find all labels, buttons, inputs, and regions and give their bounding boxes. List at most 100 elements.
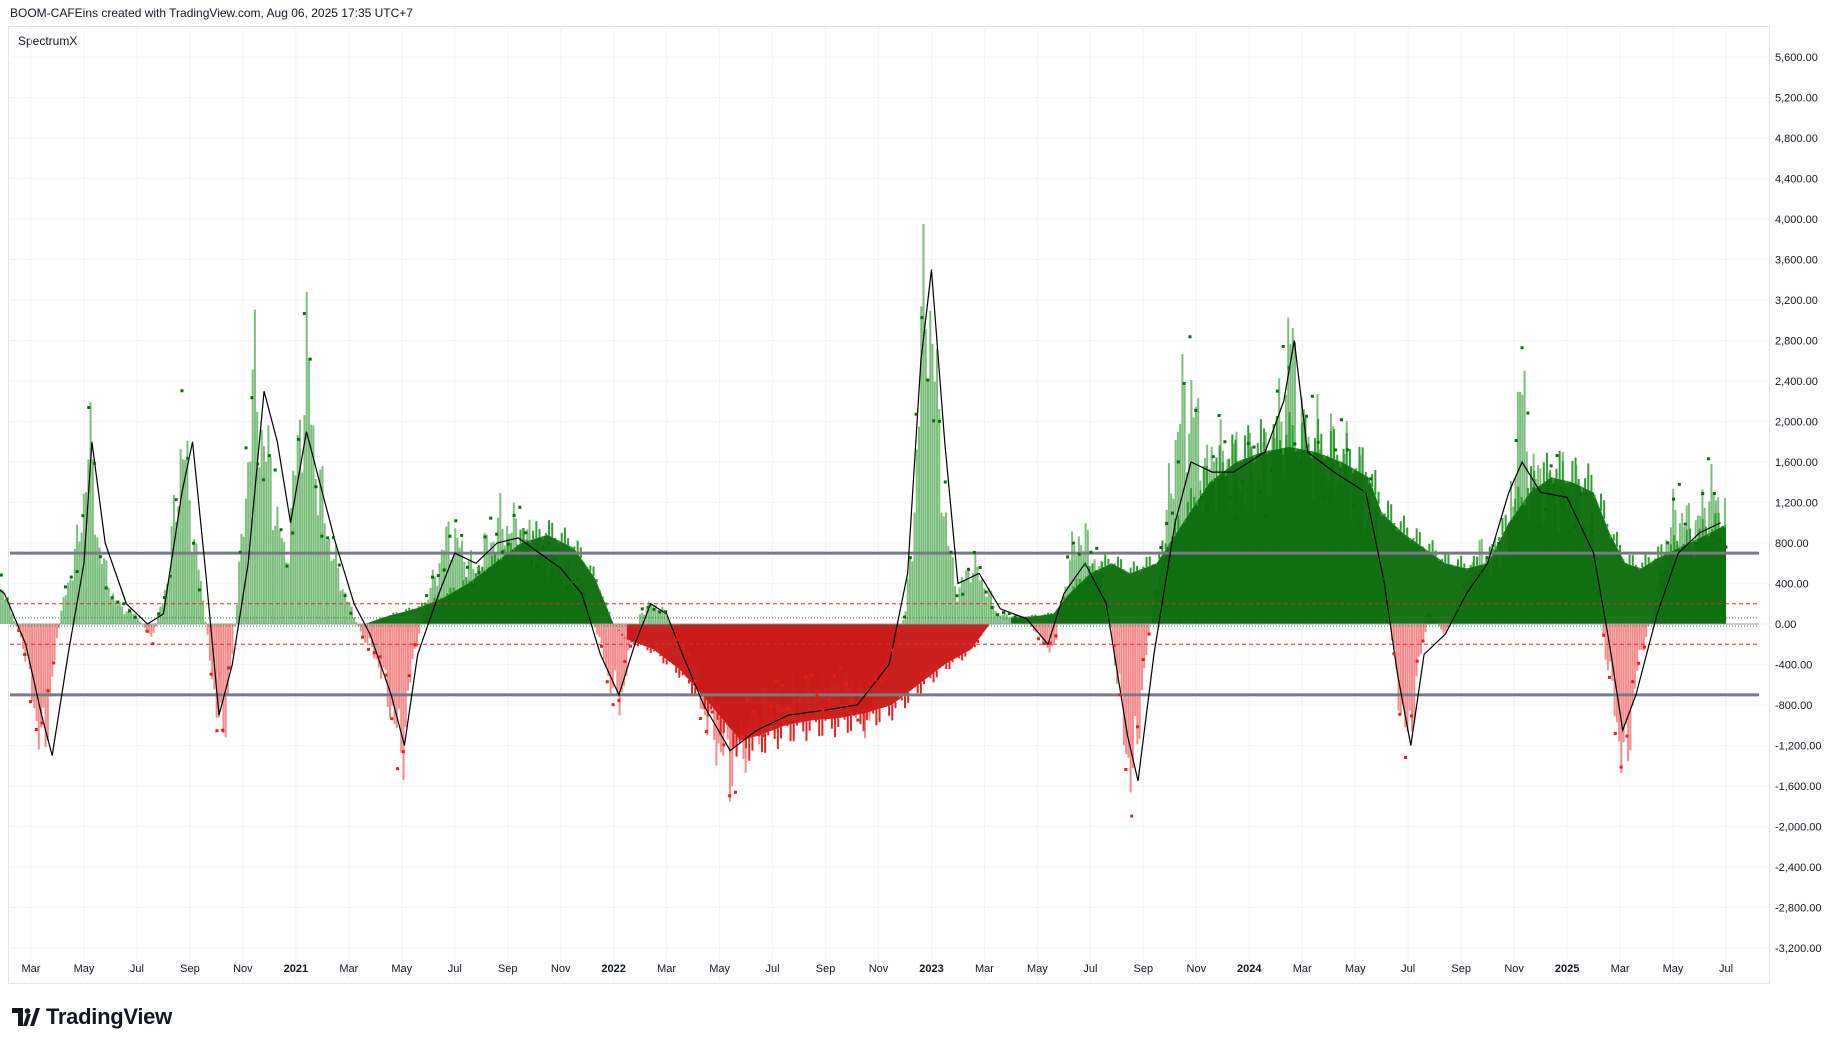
x-axis-tick-label: 2024	[1237, 963, 1262, 975]
dot-positive	[1701, 492, 1705, 496]
dot-positive	[1654, 599, 1658, 603]
x-axis-tick-label: Nov	[233, 963, 253, 975]
dot-positive	[996, 613, 1000, 617]
dot-positive	[250, 396, 254, 400]
dot-positive	[1357, 521, 1361, 525]
dot-negative	[1124, 767, 1128, 771]
dot-positive	[524, 531, 528, 535]
dot-negative	[390, 717, 394, 721]
x-axis-tick-label: Jul	[1401, 963, 1415, 975]
dot-negative	[1602, 633, 1606, 637]
dot-positive	[122, 602, 126, 606]
dot-positive	[197, 588, 201, 592]
x-axis-tick-label: May	[1345, 963, 1366, 975]
dot-positive	[1264, 515, 1268, 519]
dot-positive	[570, 579, 574, 583]
tradingview-brand[interactable]: TradingView	[12, 1004, 172, 1030]
dot-positive	[565, 586, 569, 590]
x-axis-tick-label: Sep	[180, 963, 200, 975]
dot-positive	[174, 498, 178, 502]
dot-positive	[1718, 538, 1722, 542]
dot-positive	[984, 590, 988, 594]
dot-positive	[75, 570, 79, 574]
y-axis-tick-label: 3,600.00	[1775, 255, 1818, 267]
dot-positive	[1660, 582, 1664, 586]
smoothed-area	[364, 446, 1726, 741]
y-axis-tick-label: 4,400.00	[1775, 174, 1818, 186]
y-axis: 5,600.00 5,200.00 4,800.00 4,400.00 4,000.00…	[1775, 52, 1821, 955]
dot-positive	[1270, 469, 1274, 473]
dot-positive	[1328, 497, 1332, 501]
dot-negative	[873, 678, 877, 682]
dot-positive	[448, 534, 452, 538]
dot-positive	[955, 594, 959, 598]
dot-positive	[1322, 496, 1326, 500]
dot-positive	[1258, 489, 1262, 493]
dot-positive	[640, 607, 644, 611]
y-axis-tick-label: -3,200.00	[1775, 943, 1821, 955]
dot-positive	[1386, 613, 1390, 617]
dot-negative	[361, 635, 365, 639]
dot-negative	[1054, 634, 1058, 638]
dot-negative	[862, 708, 866, 712]
dot-positive	[547, 541, 551, 545]
level-lines	[10, 551, 1759, 697]
dot-positive	[343, 594, 347, 598]
tradingview-logo-icon	[12, 1008, 40, 1026]
dot-positive	[1374, 512, 1378, 516]
dot-positive	[273, 468, 277, 472]
dot-positive	[326, 536, 330, 540]
dot-negative	[1613, 731, 1617, 735]
indicator-name-label[interactable]: SpectrumX	[18, 34, 78, 48]
x-axis-tick-label: May	[1663, 963, 1684, 975]
dot-positive	[1666, 541, 1670, 545]
dot-positive	[0, 573, 3, 577]
dot-positive	[1561, 491, 1565, 495]
x-axis-tick-label: 2023	[919, 963, 943, 975]
chart-pane[interactable]	[8, 26, 1770, 984]
dot-negative	[1642, 645, 1646, 649]
dot-positive	[1508, 548, 1512, 552]
area-negative	[626, 624, 990, 741]
dot-positive	[1211, 455, 1215, 459]
dot-positive	[425, 594, 429, 598]
dot-positive	[1101, 573, 1105, 577]
dot-positive	[920, 316, 924, 320]
x-axis-tick-label: Sep	[1451, 963, 1471, 975]
dot-positive	[442, 568, 446, 572]
x-axis-tick-label: Jul	[448, 963, 462, 975]
dot-positive	[296, 437, 300, 441]
dot-negative	[1619, 765, 1623, 769]
dot-positive	[1514, 438, 1518, 442]
dot-negative	[1141, 658, 1145, 662]
dot-positive	[943, 480, 947, 484]
dot-positive	[1200, 496, 1204, 500]
dot-negative	[885, 670, 889, 674]
dot-positive	[1095, 546, 1099, 550]
dot-positive	[314, 485, 318, 489]
dot-negative	[850, 699, 854, 703]
x-axis-tick-label: Mar	[1293, 963, 1312, 975]
dot-positive	[69, 575, 73, 579]
dot-positive	[262, 478, 266, 482]
dot-negative	[1118, 693, 1122, 697]
dot-positive	[1590, 530, 1594, 534]
y-axis-tick-label: 4,800.00	[1775, 133, 1818, 145]
dot-negative	[623, 659, 627, 663]
dot-positive	[926, 378, 930, 382]
dot-negative	[378, 655, 382, 659]
dot-negative	[687, 652, 691, 656]
dot-negative	[1404, 755, 1408, 759]
y-axis-tick-label: 1,600.00	[1775, 457, 1818, 469]
dot-positive	[1293, 442, 1297, 446]
dot-positive	[460, 533, 464, 537]
dot-positive	[646, 605, 650, 609]
dot-negative	[46, 689, 50, 693]
dot-positive	[256, 462, 260, 466]
x-axis-tick-label: Mar	[22, 963, 41, 975]
dot-positive	[477, 570, 481, 574]
dot-negative	[396, 767, 400, 771]
dot-negative	[1048, 641, 1052, 645]
dot-negative	[792, 717, 796, 721]
